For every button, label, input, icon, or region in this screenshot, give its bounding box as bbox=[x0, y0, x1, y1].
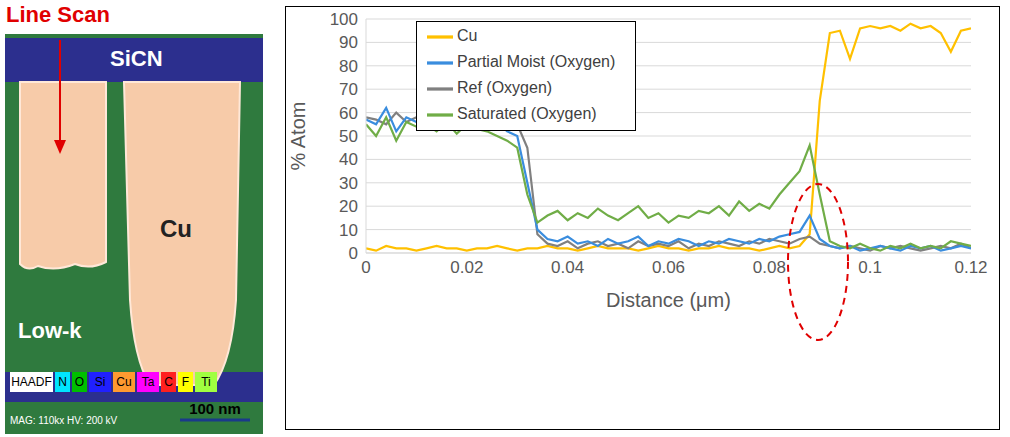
svg-text:N: N bbox=[58, 375, 67, 389]
svg-text:0.06: 0.06 bbox=[652, 258, 685, 277]
svg-text:10: 10 bbox=[339, 221, 358, 240]
svg-text:% Atom: % Atom bbox=[287, 102, 309, 171]
html-text:Ref (Oxygen): Ref (Oxygen) bbox=[457, 79, 553, 97]
svg-text:0.08: 0.08 bbox=[753, 258, 786, 277]
svg-text:20: 20 bbox=[339, 197, 358, 216]
html-text:Cu: Cu bbox=[457, 27, 478, 45]
svg-text:0: 0 bbox=[349, 244, 358, 263]
svg-text:100: 100 bbox=[330, 10, 358, 29]
svg-text:HAADF: HAADF bbox=[11, 375, 52, 389]
svg-text:0.1: 0.1 bbox=[858, 258, 882, 277]
html-text:Saturated (Oxygen): Saturated (Oxygen) bbox=[457, 105, 597, 123]
html-text:Partial Moist (Oxygen): Partial Moist (Oxygen) bbox=[457, 53, 616, 71]
svg-text:Ta: Ta bbox=[142, 375, 155, 389]
svg-text:0.02: 0.02 bbox=[450, 258, 483, 277]
svg-text:40: 40 bbox=[339, 150, 358, 169]
svg-text:50: 50 bbox=[339, 127, 358, 146]
svg-text:Cu: Cu bbox=[116, 375, 131, 389]
svg-text:70: 70 bbox=[339, 80, 358, 99]
svg-text:0: 0 bbox=[361, 258, 370, 277]
html-text:SiCN: SiCN bbox=[110, 46, 163, 71]
svg-text:MAG: 110kx HV: 200 kV: MAG: 110kx HV: 200 kV bbox=[10, 415, 118, 426]
svg-text:Si: Si bbox=[95, 375, 106, 389]
svg-text:60: 60 bbox=[339, 104, 358, 123]
html-text:Cu: Cu bbox=[160, 215, 192, 242]
svg-text:C: C bbox=[164, 375, 173, 389]
svg-text:80: 80 bbox=[339, 57, 358, 76]
svg-text:0.12: 0.12 bbox=[954, 258, 987, 277]
svg-text:O: O bbox=[75, 375, 84, 389]
html-text:Low-k: Low-k bbox=[18, 318, 82, 343]
svg-text:0.04: 0.04 bbox=[551, 258, 584, 277]
svg-text:100 nm: 100 nm bbox=[189, 400, 241, 417]
svg-text:Distance (μm): Distance (μm) bbox=[606, 289, 731, 311]
html-text:Line Scan: Line Scan bbox=[6, 2, 110, 27]
svg-text:Ti: Ti bbox=[201, 375, 211, 389]
svg-text:90: 90 bbox=[339, 33, 358, 52]
svg-text:30: 30 bbox=[339, 174, 358, 193]
svg-text:F: F bbox=[182, 375, 189, 389]
